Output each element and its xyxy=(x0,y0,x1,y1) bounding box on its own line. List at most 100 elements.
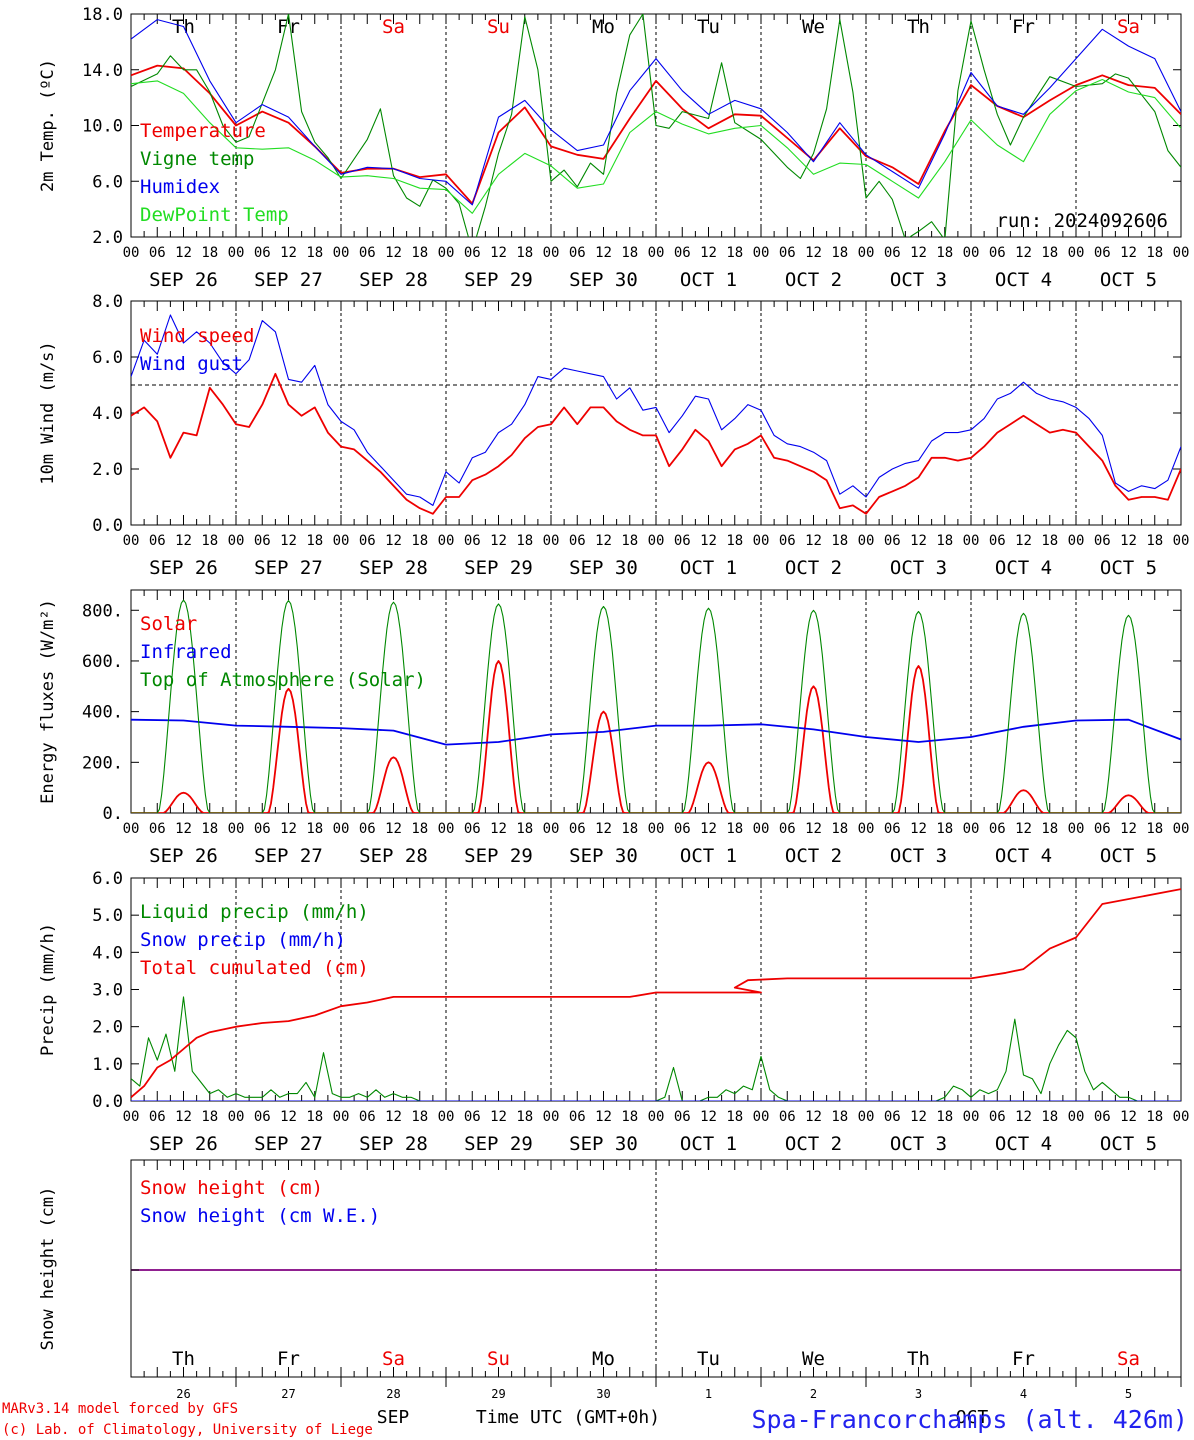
hour-tick-label: 12 xyxy=(1120,245,1137,261)
hour-tick-label: 18 xyxy=(831,1109,848,1125)
weekday-label: Sa xyxy=(382,16,405,38)
hour-tick-label: 06 xyxy=(674,821,691,837)
hour-tick-label: 00 xyxy=(123,821,140,837)
y-tick-label: 1.0 xyxy=(92,1055,123,1075)
legend-entry-wind-speed: Wind speed xyxy=(140,325,254,347)
hour-tick-label: 00 xyxy=(858,821,875,837)
hour-tick-label: 00 xyxy=(648,245,665,261)
hour-tick-label: 18 xyxy=(1041,533,1058,549)
hour-tick-label: 18 xyxy=(306,533,323,549)
y-tick-label: 4.0 xyxy=(92,943,123,963)
hour-tick-label: 12 xyxy=(700,821,717,837)
date-label: OCT 2 xyxy=(785,269,842,291)
y-tick-label: 800. xyxy=(82,601,123,621)
series-line-infrared xyxy=(131,718,1181,746)
day-number-label: 30 xyxy=(596,1387,610,1401)
hour-tick-label: 18 xyxy=(516,245,533,261)
date-label: SEP 28 xyxy=(359,269,428,291)
hour-tick-label: 06 xyxy=(359,821,376,837)
hour-tick-label: 12 xyxy=(1015,821,1032,837)
hour-tick-label: 06 xyxy=(149,821,166,837)
hour-tick-label: 00 xyxy=(333,1109,350,1125)
y-tick-label: 14.0 xyxy=(82,61,123,81)
hour-tick-label: 18 xyxy=(831,821,848,837)
date-label: OCT 2 xyxy=(785,557,842,579)
day-number-label: 5 xyxy=(1125,1387,1132,1401)
date-label: OCT 4 xyxy=(995,269,1052,291)
date-label: SEP 26 xyxy=(149,557,218,579)
hour-tick-label: 00 xyxy=(1068,245,1085,261)
hour-tick-label: 06 xyxy=(884,821,901,837)
hour-tick-label: 06 xyxy=(254,245,271,261)
hour-tick-label: 06 xyxy=(569,1109,586,1125)
legend-entry-temperature: Temperature xyxy=(140,120,266,142)
legend-entry-snow-height-cm-: Snow height (cm) xyxy=(140,1177,323,1199)
date-label: SEP 28 xyxy=(359,845,428,867)
hour-tick-label: 00 xyxy=(333,245,350,261)
hour-tick-label: 18 xyxy=(516,533,533,549)
legend-entry-top-of-atmosphere-solar-: Top of Atmosphere (Solar) xyxy=(140,669,426,691)
hour-tick-label: 00 xyxy=(1068,821,1085,837)
hour-tick-label: 18 xyxy=(726,245,743,261)
hour-tick-label: 12 xyxy=(490,245,507,261)
hour-tick-label: 06 xyxy=(569,245,586,261)
hour-tick-label: 12 xyxy=(175,245,192,261)
legend-entry-vigne-temp: Vigne temp xyxy=(140,148,254,170)
hour-tick-label: 06 xyxy=(989,533,1006,549)
hour-tick-label: 18 xyxy=(1041,1109,1058,1125)
hour-tick-label: 18 xyxy=(726,533,743,549)
hour-tick-label: 18 xyxy=(1146,1109,1163,1125)
hour-tick-label: 12 xyxy=(1015,245,1032,261)
hour-tick-label: 18 xyxy=(201,821,218,837)
y-tick-label: 6.0 xyxy=(92,348,123,368)
y-tick-label: 10.0 xyxy=(82,117,123,137)
date-label: OCT 1 xyxy=(680,269,737,291)
legend-entry-solar: Solar xyxy=(140,613,197,635)
hour-tick-label: 06 xyxy=(779,1109,796,1125)
series-line-dewpoint-temp xyxy=(131,78,1181,214)
hour-tick-label: 06 xyxy=(569,533,586,549)
y-axis-title: Precip (mm/h) xyxy=(38,923,58,1056)
hour-tick-label: 18 xyxy=(831,245,848,261)
hour-tick-label: 12 xyxy=(595,821,612,837)
hour-tick-label: 06 xyxy=(1094,821,1111,837)
hour-tick-label: 18 xyxy=(1041,245,1058,261)
hour-tick-label: 06 xyxy=(149,1109,166,1125)
hour-tick-label: 12 xyxy=(1015,533,1032,549)
hour-tick-label: 18 xyxy=(1146,245,1163,261)
series-line-vigne-temp xyxy=(131,14,1181,237)
hour-tick-label: 18 xyxy=(936,533,953,549)
series-line-temperature xyxy=(131,64,1181,205)
legend-entry-wind-gust: Wind gust xyxy=(140,353,243,375)
date-label: SEP 30 xyxy=(569,1133,638,1155)
hour-tick-label: 00 xyxy=(123,245,140,261)
date-label: SEP 29 xyxy=(464,1133,533,1155)
hour-tick-label: 12 xyxy=(1015,1109,1032,1125)
hour-tick-label: 12 xyxy=(280,533,297,549)
y-tick-label: 8.0 xyxy=(92,292,123,312)
hour-tick-label: 00 xyxy=(438,245,455,261)
y-tick-label: 5.0 xyxy=(92,906,123,926)
hour-tick-label: 06 xyxy=(884,245,901,261)
hour-tick-label: 12 xyxy=(490,533,507,549)
hour-tick-label: 00 xyxy=(963,533,980,549)
hour-tick-label: 18 xyxy=(726,821,743,837)
hour-tick-label: 06 xyxy=(674,245,691,261)
hour-tick-label: 00 xyxy=(543,1109,560,1125)
day-number-label: 1 xyxy=(705,1387,712,1401)
y-tick-label: 0.0 xyxy=(92,516,123,536)
hour-tick-label: 18 xyxy=(936,245,953,261)
weekday-label: Sa xyxy=(1117,1348,1140,1370)
precipitation-panel: 0.0 1.0 2.0 3.0 4.0 5.0 6.0 Precip (mm/h) 00 06 12… xyxy=(38,869,1189,1155)
date-label: OCT 3 xyxy=(890,845,947,867)
hour-tick-label: 00 xyxy=(543,245,560,261)
day-number-label: 4 xyxy=(1020,1387,1027,1401)
hour-tick-label: 00 xyxy=(333,533,350,549)
hour-tick-label: 18 xyxy=(306,1109,323,1125)
hour-tick-label: 12 xyxy=(805,821,822,837)
hour-tick-label: 18 xyxy=(411,533,428,549)
date-label: OCT 2 xyxy=(785,1133,842,1155)
hour-tick-label: 12 xyxy=(1120,1109,1137,1125)
legend-entry-snow-precip-mm-h-: Snow precip (mm/h) xyxy=(140,929,346,951)
